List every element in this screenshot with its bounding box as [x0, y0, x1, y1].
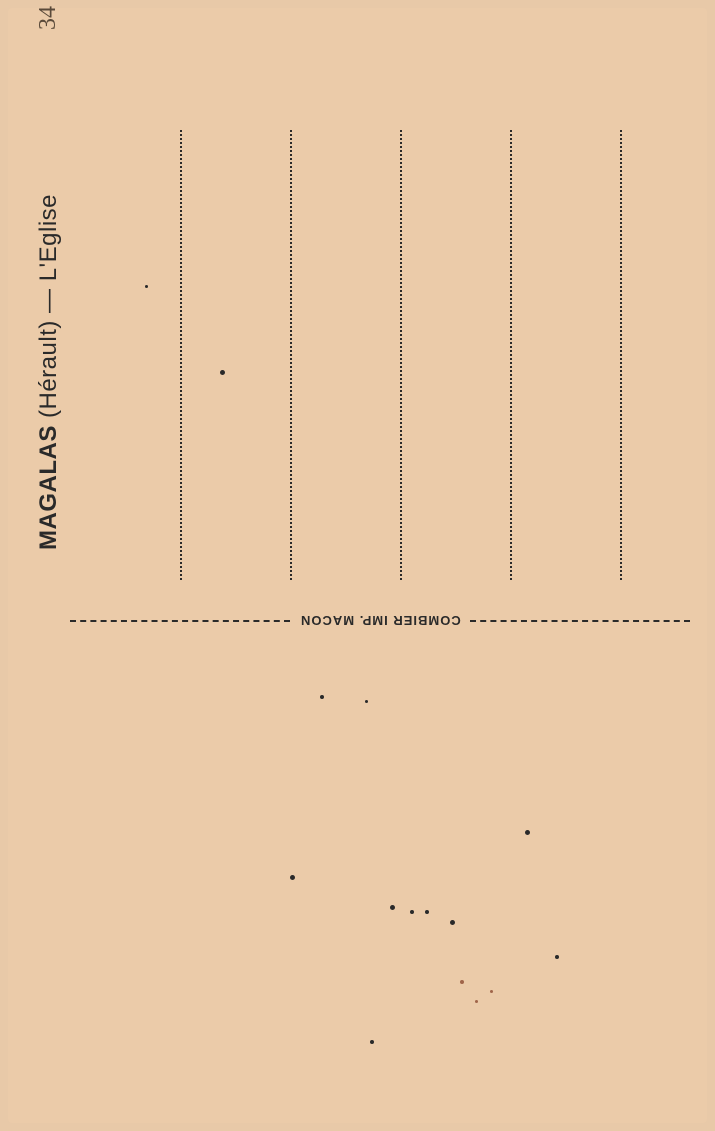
printer-credit: COMBIER IMP. MACON [300, 613, 461, 628]
address-line [400, 130, 402, 580]
speck [320, 695, 324, 699]
dashed-line-right [470, 620, 690, 622]
brown-speck [475, 1000, 478, 1003]
address-line [510, 130, 512, 580]
speck [145, 285, 148, 288]
speck [390, 905, 395, 910]
postcard-surface [8, 8, 707, 1123]
handwritten-annotation: 34 [35, 6, 62, 30]
speck [410, 910, 414, 914]
speck [450, 920, 455, 925]
brown-speck [460, 980, 464, 984]
speck [365, 700, 368, 703]
speck [370, 1040, 374, 1044]
postcard-title: MAGALAS (Hérault) — L'Eglise [35, 194, 63, 550]
title-region: (Hérault) [35, 320, 62, 418]
speck [290, 875, 295, 880]
address-line [290, 130, 292, 580]
speck [525, 830, 530, 835]
title-subject: L'Eglise [35, 194, 62, 281]
speck [555, 955, 559, 959]
speck [220, 370, 225, 375]
title-separator: — [35, 288, 62, 313]
brown-speck [490, 990, 493, 993]
address-line [180, 130, 182, 580]
dashed-line-left [70, 620, 290, 622]
speck [425, 910, 429, 914]
address-line [620, 130, 622, 580]
title-location: MAGALAS [35, 425, 62, 550]
